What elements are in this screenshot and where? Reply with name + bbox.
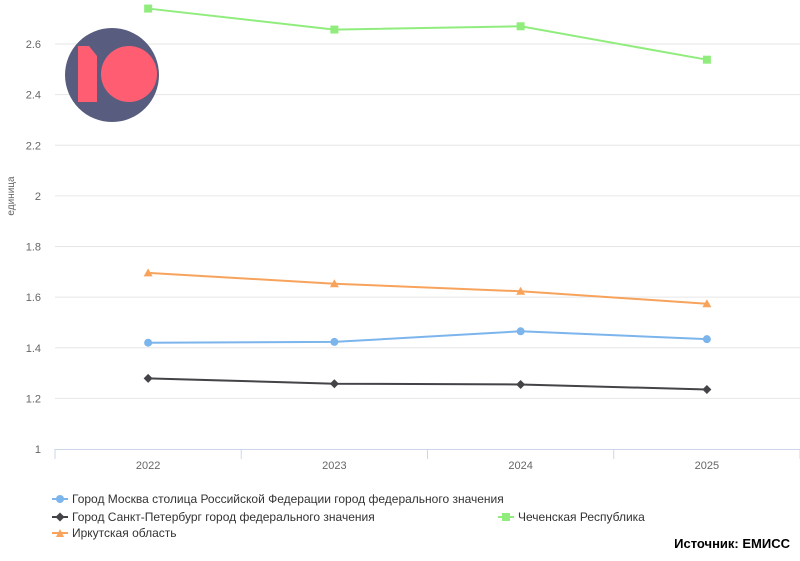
y-tick-label: 2.6 xyxy=(26,39,41,51)
data-point xyxy=(143,373,153,383)
y-tick-label: 2.4 xyxy=(26,90,41,102)
y-tick-label: 1.4 xyxy=(26,343,41,355)
logo-bar xyxy=(78,46,97,102)
legend-item-irkutsk[interactable]: Иркутская область xyxy=(52,526,177,540)
data-point xyxy=(144,4,153,13)
legend-label-chechnya: Чеченская Республика xyxy=(518,510,645,524)
data-point xyxy=(702,299,712,308)
y-tick-label: 2.2 xyxy=(26,140,41,152)
legend-label-moscow: Город Москва столица Российской Федераци… xyxy=(72,492,504,506)
legend-swatch-spb xyxy=(52,512,68,522)
data-point xyxy=(143,268,153,277)
data-point xyxy=(702,335,711,344)
data-point xyxy=(702,55,711,64)
legend-item-chechnya[interactable]: Чеченская Республика xyxy=(498,510,645,524)
data-point xyxy=(329,279,339,288)
y-tick-label: 1.6 xyxy=(26,292,41,304)
x-tick-label: 2025 xyxy=(695,460,719,472)
y-tick-label: 2 xyxy=(35,191,41,203)
series-line xyxy=(148,377,707,391)
series-line xyxy=(148,330,707,344)
source-label: Источник: ЕМИСС xyxy=(674,536,790,551)
x-axis: 2022 2023 2024 2025 xyxy=(54,449,800,472)
y-tick-label: 1.8 xyxy=(26,242,41,254)
logo-ring xyxy=(101,46,157,102)
x-tick-label: 2022 xyxy=(136,460,160,472)
logo xyxy=(65,28,159,122)
legend-label-spb: Город Санкт-Петербург город федерального… xyxy=(72,510,375,524)
data-point xyxy=(516,379,526,389)
data-point xyxy=(329,379,339,389)
legend-swatch-chechnya xyxy=(498,512,514,522)
data-point xyxy=(516,327,525,336)
y-tick-labels: 1 1.2 1.4 1.6 1.8 2 2.2 2.4 2.6 xyxy=(26,39,41,456)
legend-label-irkutsk: Иркутская область xyxy=(72,526,177,540)
legend-item-spb[interactable]: Город Санкт-Петербург город федерального… xyxy=(52,510,375,524)
data-point xyxy=(516,286,526,295)
y-tick-label: 1.2 xyxy=(26,393,41,405)
y-tick-label: 1 xyxy=(35,444,41,456)
legend-item-moscow[interactable]: Город Москва столица Российской Федераци… xyxy=(52,492,504,506)
legend-swatch-moscow xyxy=(52,494,68,504)
data-point xyxy=(702,385,712,395)
data-point xyxy=(330,25,339,34)
y-axis-title: единица xyxy=(6,176,17,216)
series-line xyxy=(148,271,707,305)
data-point xyxy=(516,22,525,31)
series-line xyxy=(148,7,708,61)
data-point xyxy=(330,337,339,346)
x-tick-label: 2023 xyxy=(322,460,346,472)
series-group xyxy=(143,4,712,395)
x-tick-label: 2024 xyxy=(508,460,532,472)
data-point xyxy=(144,338,153,347)
gridlines xyxy=(55,43,800,399)
legend-swatch-irkutsk xyxy=(52,528,68,538)
legend: Город Москва столица Российской Федераци… xyxy=(52,489,752,549)
